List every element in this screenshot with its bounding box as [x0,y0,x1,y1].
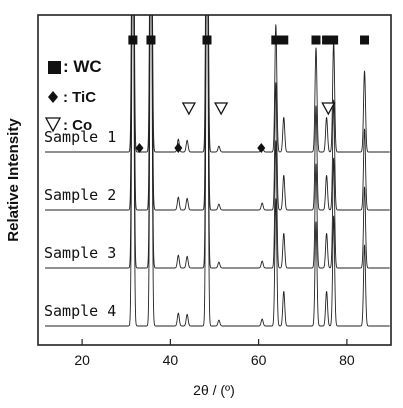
wc-marker [322,35,332,45]
phase-markers [128,35,370,153]
wc-marker [271,35,281,45]
x-tick-label: 60 [251,352,267,368]
legend-co-icon [44,117,62,133]
co-marker [181,102,197,116]
legend-label: : TiC [63,89,96,106]
wc-marker [311,35,321,45]
series-label: Sample 3 [44,244,116,262]
wc-marker [202,35,212,45]
wc-marker [146,35,156,45]
legend-wc-icon [48,61,61,74]
series-line [45,14,390,153]
series-layer: Sample 1 Sample 2 Sample 3 Sample 4 [44,14,390,327]
tic-marker [257,143,266,153]
legend-label: : Co [63,117,92,134]
wc-marker [329,35,339,45]
co-marker [214,102,229,116]
wc-marker [279,35,289,45]
legend-label: : WC [63,57,102,76]
x-tick-label: 20 [74,352,90,368]
legend: : WC : TiC : Co [44,57,102,134]
x-axis-ticks: 20 40 60 80 [74,339,355,368]
series-line [45,14,390,327]
series-line [45,14,390,211]
series-line [45,14,390,269]
y-axis-label: Relative Intensity [5,118,22,242]
x-axis-label: 2θ / (º) [193,382,235,398]
series-label: Sample 4 [44,302,116,320]
wc-marker [128,35,138,45]
series-label: Sample 1 [44,128,116,146]
series-label: Sample 2 [44,186,116,204]
tic-marker [135,143,144,153]
wc-marker [360,35,370,45]
x-tick-label: 80 [339,352,355,368]
legend-tic-icon [48,91,58,103]
tic-marker [174,143,183,153]
x-tick-label: 40 [163,352,179,368]
plot-frame [37,14,392,346]
co-marker [321,102,336,116]
